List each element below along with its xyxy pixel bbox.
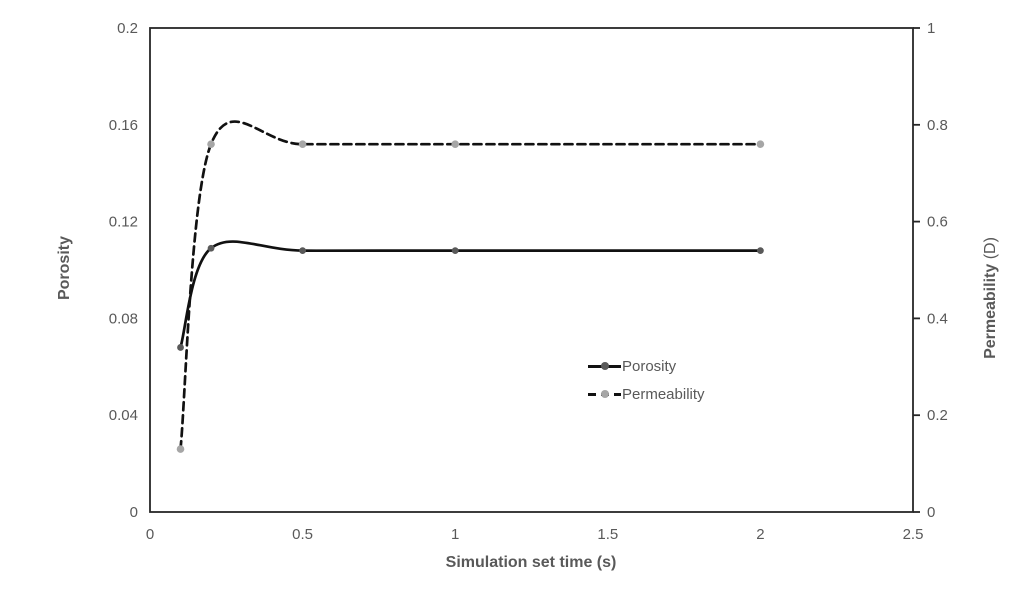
y-left-tick-label: 0 <box>130 504 138 521</box>
legend-marker-permeability <box>600 390 609 398</box>
legend-marker-porosity <box>600 362 609 370</box>
data-marker-permeability <box>207 140 215 148</box>
data-marker-permeability <box>176 445 185 453</box>
data-marker-porosity <box>207 244 215 252</box>
y-right-tick-label: 0.2 <box>927 407 948 424</box>
x-tick-label: 0 <box>146 526 154 543</box>
series-line-porosity <box>179 240 762 349</box>
y-axis-title-right-text: Permeability <box>982 263 999 359</box>
y-right-tick-label: 0 <box>927 504 935 521</box>
x-tick-label: 2.5 <box>903 526 924 543</box>
series-line-permeability <box>179 120 762 451</box>
data-marker-porosity <box>299 247 306 255</box>
y-right-tick-label: 0.4 <box>927 310 948 327</box>
y-left-tick-label: 0.12 <box>109 214 138 231</box>
legend-item-porosity: Porosity <box>588 352 705 380</box>
data-marker-porosity <box>177 344 184 351</box>
y-left-tick-label: 0.16 <box>109 117 138 134</box>
y-axis-title-left-text: Porosity <box>56 235 73 301</box>
data-marker-permeability <box>451 140 460 148</box>
legend-line-sample-solid <box>588 362 621 370</box>
legend: Porosity Permeability <box>588 352 705 408</box>
y-axis-title-right: Permeability (D) <box>982 237 1000 359</box>
x-tick-label: 1.5 <box>597 526 618 543</box>
legend-label-permeability: Permeability <box>622 385 705 403</box>
data-marker-permeability <box>756 140 765 148</box>
y-left-tick-label: 0.08 <box>109 310 138 327</box>
y-right-tick-label: 0.6 <box>927 214 948 231</box>
y-left-tick-label: 0.04 <box>109 407 138 424</box>
legend-item-permeability: Permeability <box>588 380 705 408</box>
plot-frame <box>149 27 914 513</box>
data-marker-permeability <box>298 140 307 148</box>
x-tick-label: 1 <box>451 526 459 543</box>
x-axis-title: Simulation set time (s) <box>445 554 617 571</box>
y-axis-title-left: Porosity <box>56 236 74 300</box>
legend-line-sample-dashed <box>588 390 621 398</box>
y-right-tick-label: 1 <box>927 20 935 37</box>
legend-label-porosity: Porosity <box>622 357 677 375</box>
y-axis-title-right-unit: (D) <box>982 237 999 264</box>
data-marker-porosity <box>757 247 764 255</box>
y-left-tick-label: 0.2 <box>117 20 138 37</box>
x-tick-label: 2 <box>756 526 764 543</box>
x-tick-label: 0.5 <box>292 526 313 543</box>
y-right-tick-label: 0.8 <box>927 117 948 134</box>
data-marker-porosity <box>451 247 459 255</box>
